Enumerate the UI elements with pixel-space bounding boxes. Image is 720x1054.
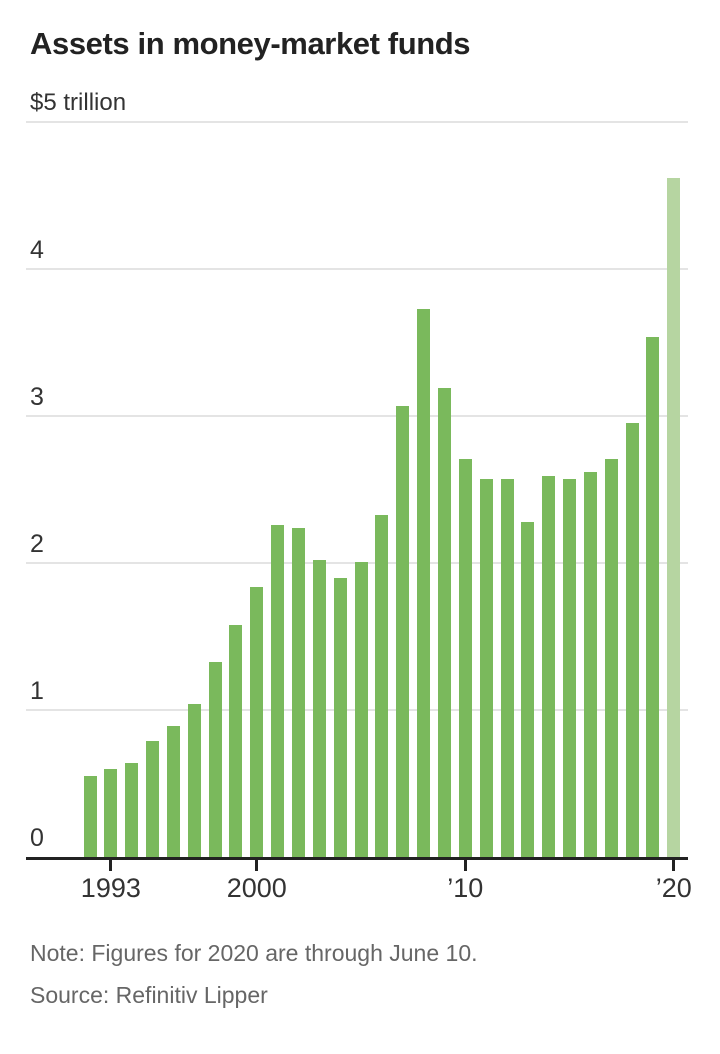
bar-1993 [104,768,118,857]
bar-2007 [396,405,410,857]
x-tick-2010 [463,860,467,871]
bar-2018 [625,423,639,857]
bar-2019 [646,336,660,857]
chart-title: Assets in money-market funds [30,26,471,61]
bar-2013 [521,521,535,857]
bar-1996 [166,726,180,857]
x-tick-1993 [109,860,113,871]
bar-2004 [333,577,347,857]
x-axis-label-2000: 2000 [226,873,287,903]
y-axis-label-2: 2 [30,530,44,558]
bar-1995 [146,740,160,857]
y-axis-label-5: $5 trillion [30,89,127,116]
bar-2000 [250,586,264,857]
bar-1998 [208,661,222,857]
y-axis-label-0: 0 [30,824,44,852]
bar-2015 [563,479,577,857]
x-axis-label-2020: ’20 [655,873,692,903]
bar-2009 [437,388,451,857]
bar-2002 [292,527,305,857]
bar-2017 [604,458,618,857]
bar-2010 [458,458,472,857]
bar-2008 [417,308,431,857]
chart-note: Note: Figures for 2020 are through June … [30,940,478,966]
bar-2006 [375,514,389,857]
bar-2005 [354,561,368,857]
bar-2012 [500,479,514,857]
bar-1994 [125,762,139,857]
x-axis-label-1993: 1993 [80,873,141,903]
bar-2001 [271,524,285,857]
plot-area: $5 trillion 4 3 2 1 0 1993 2000 ’10 ’20 [26,89,692,903]
bar-2011 [479,479,493,857]
y-axis-label-4: 4 [30,236,44,264]
x-tick-2020 [672,860,676,871]
bar-1992 [83,776,97,857]
gridline-5 [26,121,688,123]
bar-2003 [312,560,326,857]
bar-2016 [583,471,597,857]
gridline-3 [26,415,688,417]
chart-source: Source: Refinitiv Lipper [30,982,268,1008]
gridline-4 [26,268,688,270]
x-tick-2000 [255,860,259,871]
bar-1999 [229,624,243,857]
bar-2014 [542,476,556,857]
y-axis-label-3: 3 [30,383,44,411]
bar-1997 [187,704,201,857]
y-axis-label-1: 1 [30,677,44,705]
x-axis-label-2010: ’10 [447,873,484,903]
bar-2020 [667,177,681,857]
